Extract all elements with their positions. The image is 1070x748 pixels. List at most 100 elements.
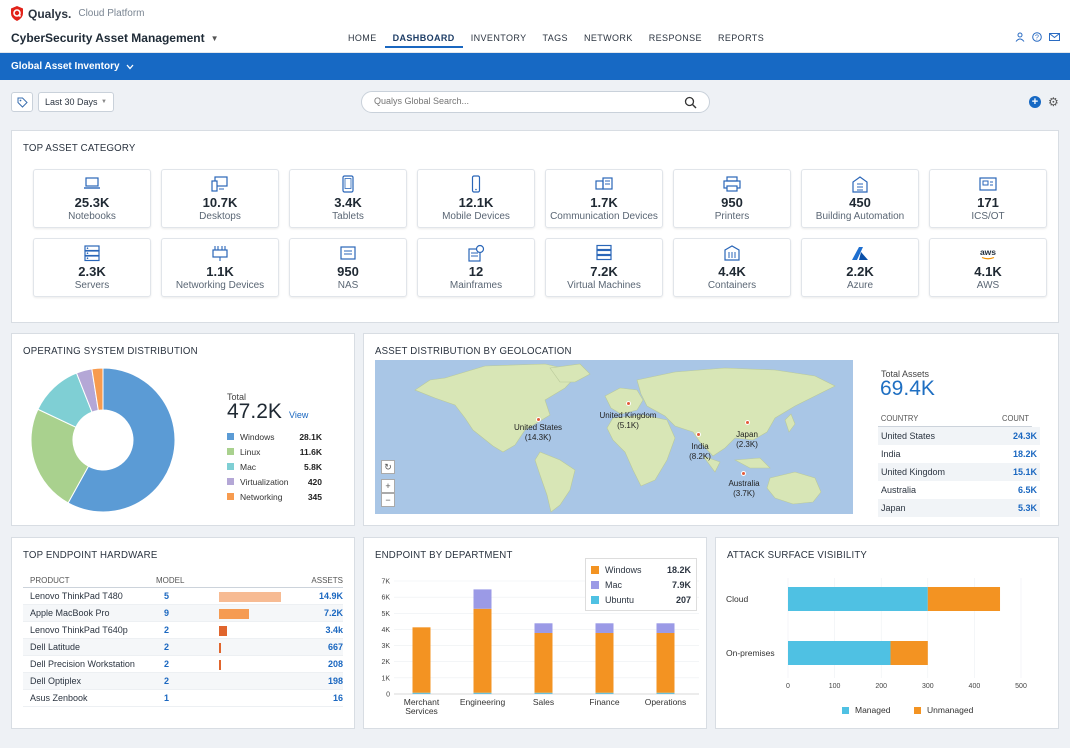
hardware-row[interactable]: Dell Precision Workstation 2 208 <box>23 656 343 673</box>
gear-icon[interactable]: ⚙ <box>1048 95 1059 109</box>
hardware-assets[interactable]: 3.4k <box>325 625 343 635</box>
geo-table-row[interactable]: United Kingdom 15.1K <box>878 463 1040 481</box>
search-input[interactable] <box>374 96 674 106</box>
geo-table-row[interactable]: India 18.2K <box>878 445 1040 463</box>
user-icon[interactable] <box>1015 32 1025 42</box>
category-card-notebooks[interactable]: 25.3K Notebooks <box>33 169 151 228</box>
geo-count[interactable]: 15.1K <box>1012 467 1037 477</box>
department-legend-item[interactable]: Mac 7.9K <box>591 577 691 592</box>
map-zoom-out-button[interactable]: − <box>381 493 395 507</box>
category-card-networking-devices[interactable]: 1.1K Networking Devices <box>161 238 279 297</box>
global-search[interactable] <box>361 91 710 113</box>
bar-managed[interactable] <box>788 587 928 611</box>
nav-dashboard[interactable]: DASHBOARD <box>384 31 463 48</box>
geo-count[interactable]: 18.2K <box>1012 449 1037 459</box>
hardware-assets[interactable]: 14.9K <box>318 591 343 601</box>
help-icon[interactable]: ? <box>1032 32 1042 42</box>
os-legend-item[interactable]: Linux 11.6K <box>227 444 322 459</box>
category-card-mobile-devices[interactable]: 12.1K Mobile Devices <box>417 169 535 228</box>
bar-mac[interactable] <box>595 623 614 633</box>
hardware-assets[interactable]: 208 <box>327 659 343 669</box>
category-card-nas[interactable]: 950 NAS <box>289 238 407 297</box>
bar-managed[interactable] <box>788 641 891 665</box>
category-card-virtual-machines[interactable]: 7.2K Virtual Machines <box>545 238 663 297</box>
category-card-containers[interactable]: 4.4K Containers <box>673 238 791 297</box>
hardware-assets[interactable]: 198 <box>327 676 343 686</box>
department-legend-item[interactable]: Ubuntu 207 <box>591 592 691 607</box>
category-card-tablets[interactable]: 3.4K Tablets <box>289 169 407 228</box>
os-legend-item[interactable]: Windows 28.1K <box>227 429 322 444</box>
bar-mac[interactable] <box>534 623 553 633</box>
category-card-ics-ot[interactable]: 171 ICS/OT <box>929 169 1047 228</box>
geo-table-row[interactable]: Japan 5.3K <box>878 499 1040 517</box>
add-widget-button[interactable]: + <box>1029 96 1041 108</box>
nav-network[interactable]: NETWORK <box>583 33 633 43</box>
hardware-row[interactable]: Asus Zenbook 1 16 <box>23 690 343 707</box>
map-marker[interactable] <box>741 471 746 476</box>
map-marker[interactable] <box>745 420 750 425</box>
hardware-model-count[interactable]: 2 <box>164 659 170 669</box>
category-card-aws[interactable]: aws 4.1K AWS <box>929 238 1047 297</box>
os-legend-item[interactable]: Mac 5.8K <box>227 459 322 474</box>
geo-table-row[interactable]: Australia 6.5K <box>878 481 1040 499</box>
category-card-azure[interactable]: 2.2K Azure <box>801 238 919 297</box>
mail-icon[interactable] <box>1049 32 1060 42</box>
os-legend-item[interactable]: Networking 345 <box>227 489 322 504</box>
donut-slice-networking[interactable] <box>91 367 104 411</box>
bar-ubuntu[interactable] <box>473 692 492 694</box>
bar-ubuntu[interactable] <box>534 692 553 694</box>
bar-mac[interactable] <box>656 623 675 633</box>
legend-label[interactable]: Managed <box>855 705 891 715</box>
department-legend-item[interactable]: Windows 18.2K <box>591 562 691 577</box>
search-icon[interactable] <box>684 96 697 109</box>
bar-unmanaged[interactable] <box>890 641 928 665</box>
geo-count[interactable]: 6.5K <box>1017 485 1037 495</box>
bar-unmanaged[interactable] <box>927 587 1001 611</box>
donut-slice-linux[interactable] <box>30 408 90 504</box>
geo-count[interactable]: 5.3K <box>1017 503 1037 513</box>
hardware-model-count[interactable]: 2 <box>164 625 170 635</box>
geo-count[interactable]: 24.3K <box>1012 431 1037 441</box>
bar-windows[interactable] <box>656 632 675 693</box>
nav-reports[interactable]: REPORTS <box>717 33 765 43</box>
hardware-row[interactable]: Dell Optiplex 2 198 <box>23 673 343 690</box>
bar-windows[interactable] <box>412 627 431 693</box>
nav-tags[interactable]: TAGS <box>542 33 568 43</box>
os-donut-chart[interactable] <box>30 367 176 513</box>
donut-slice-windows[interactable] <box>67 367 176 513</box>
bar-windows[interactable] <box>595 632 614 693</box>
bar-windows[interactable] <box>534 632 553 693</box>
map-zoom-in-button[interactable]: + <box>381 479 395 493</box>
hardware-assets[interactable]: 667 <box>327 642 343 652</box>
inventory-switcher[interactable]: Global Asset Inventory <box>11 61 134 72</box>
world-map[interactable]: United States (14.3K) United Kingdom (5.1K… <box>375 360 853 514</box>
hardware-model-count[interactable]: 9 <box>164 608 170 618</box>
bar-mac[interactable] <box>473 589 492 609</box>
category-card-communication-devices[interactable]: 1.7K Communication Devices <box>545 169 663 228</box>
category-card-servers[interactable]: 2.3K Servers <box>33 238 151 297</box>
bar-ubuntu[interactable] <box>412 692 431 694</box>
bar-ubuntu[interactable] <box>656 692 675 694</box>
date-range-select[interactable]: Last 30 Days ▼ <box>38 92 114 112</box>
hardware-model-count[interactable]: 2 <box>164 642 170 652</box>
hardware-assets[interactable]: 16 <box>332 693 343 703</box>
category-card-printers[interactable]: 950 Printers <box>673 169 791 228</box>
bar-ubuntu[interactable] <box>595 692 614 694</box>
hardware-assets[interactable]: 7.2K <box>323 608 343 618</box>
brand[interactable]: Qualys. Cloud Platform <box>10 6 145 21</box>
category-card-desktops[interactable]: 10.7K Desktops <box>161 169 279 228</box>
hardware-model-count[interactable]: 2 <box>164 676 170 686</box>
os-legend-item[interactable]: Virtualization 420 <box>227 474 322 489</box>
tag-filter-button[interactable] <box>11 92 33 112</box>
map-marker[interactable] <box>626 401 631 406</box>
category-card-mainframes[interactable]: 12 Mainframes <box>417 238 535 297</box>
os-view-link[interactable]: View <box>289 410 309 420</box>
hardware-row[interactable]: Lenovo ThinkPad T640p 2 3.4k <box>23 622 343 639</box>
hardware-model-count[interactable]: 5 <box>164 591 170 601</box>
legend-label[interactable]: Unmanaged <box>927 705 974 715</box>
hardware-row[interactable]: Dell Latitude 2 667 <box>23 639 343 656</box>
attack-surface-chart[interactable]: 0 100 200 300 400 500 Cloud On-premises Managed U… <box>716 538 1060 728</box>
app-switcher[interactable]: CyberSecurity Asset Management ▼ <box>11 31 219 45</box>
hardware-row[interactable]: Lenovo ThinkPad T480 5 14.9K <box>23 588 343 605</box>
nav-inventory[interactable]: INVENTORY <box>470 33 527 43</box>
